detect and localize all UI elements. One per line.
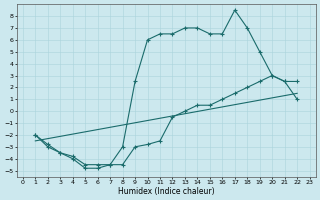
X-axis label: Humidex (Indice chaleur): Humidex (Indice chaleur): [118, 187, 214, 196]
